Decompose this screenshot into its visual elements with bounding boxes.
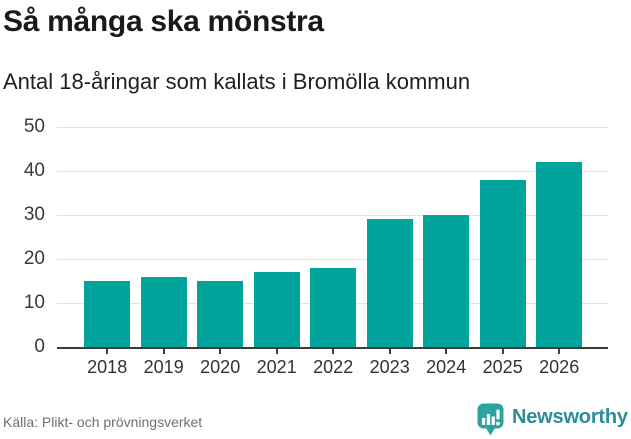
x-axis-label: 2025 <box>482 357 523 377</box>
x-tick <box>501 349 504 354</box>
x-axis-label: 2018 <box>87 357 128 377</box>
newsworthy-wordmark: Newsworthy <box>512 406 628 428</box>
y-axis-label: 20 <box>23 248 45 269</box>
source-text: Källa: Plikt- och prövningsverket <box>3 414 203 430</box>
x-tick <box>445 349 448 354</box>
y-axis-label: 10 <box>23 292 45 313</box>
gridline <box>57 127 608 128</box>
chart-subtitle: Antal 18-åringar som kallats i Bromölla … <box>3 69 471 94</box>
plot-area <box>57 127 608 354</box>
newsworthy-logo: Newsworthy <box>477 403 628 436</box>
gridline <box>57 171 608 172</box>
bar-2024 <box>423 215 470 347</box>
x-tick <box>388 349 391 354</box>
bar-2018 <box>84 281 131 347</box>
x-tick <box>275 349 278 354</box>
y-axis-label: 50 <box>23 116 45 137</box>
x-axis-label: 2023 <box>369 357 410 377</box>
x-axis-label: 2019 <box>143 357 184 377</box>
x-axis-label: 2021 <box>256 357 297 377</box>
bar-2025 <box>479 179 526 347</box>
bar-2023 <box>366 219 413 347</box>
x-axis-label: 2022 <box>313 357 354 377</box>
y-axis-label: 40 <box>23 160 45 181</box>
gridline <box>57 215 608 216</box>
y-axis: 0 10 20 30 40 50 <box>0 117 45 357</box>
x-axis-label: 2020 <box>200 357 241 377</box>
x-tick <box>219 349 222 354</box>
bar-2026 <box>536 162 583 347</box>
chart-title: Så många ska mönstra <box>3 5 324 38</box>
y-axis-label: 30 <box>23 204 45 225</box>
x-axis-label: 2024 <box>426 357 467 377</box>
x-tick <box>558 349 561 354</box>
bar-2021 <box>253 272 300 347</box>
x-axis: 2018 2019 2020 2021 2022 2023 2024 2025 2026 <box>57 356 608 380</box>
x-tick <box>106 349 109 354</box>
x-tick <box>332 349 335 354</box>
x-axis-label: 2026 <box>539 357 580 377</box>
bar-2019 <box>140 276 187 347</box>
newsworthy-bubble-chart-icon <box>477 403 504 436</box>
gridline <box>57 259 608 260</box>
x-tick <box>162 349 165 354</box>
bar-2022 <box>310 267 357 347</box>
y-axis-label: 0 <box>34 336 45 357</box>
bar-2020 <box>197 281 244 347</box>
